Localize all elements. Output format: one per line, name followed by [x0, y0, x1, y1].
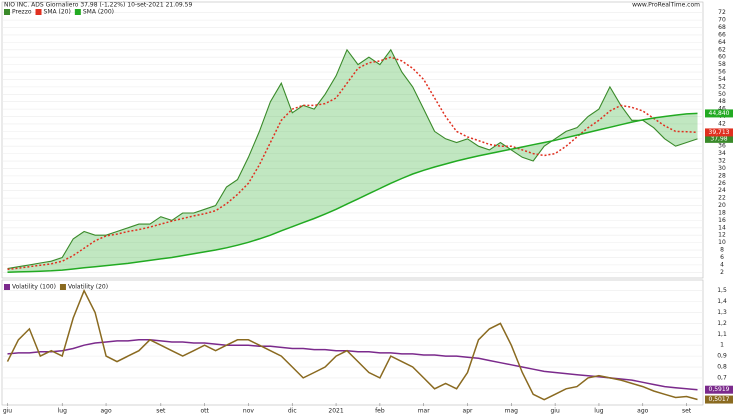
y-tick-label: 52	[718, 83, 726, 90]
series-line	[7, 339, 698, 391]
y-tick-label: 32	[718, 158, 726, 165]
y-tick-label: 68	[718, 24, 726, 31]
volatility-panel	[1, 279, 704, 406]
y-tick-label: 1,4	[717, 298, 727, 305]
y-tick-label: 66	[718, 31, 726, 38]
legend-swatch	[4, 9, 10, 15]
y-tick-label: 54	[718, 76, 726, 83]
legend-label: SMA (20)	[44, 9, 71, 16]
y-tick-label: 62	[718, 46, 726, 53]
y-tick-label: 56	[718, 69, 726, 76]
y-tick-label: 72	[718, 9, 726, 16]
y-tick-label: 22	[718, 195, 726, 202]
y-tick-label: 50	[718, 91, 726, 98]
y-tick-label: 12	[718, 232, 726, 239]
value-label-box	[705, 385, 733, 394]
legend-swatch	[59, 284, 66, 290]
x-tick-label: 2021	[328, 408, 343, 415]
y-tick-label: 1,1	[717, 331, 727, 338]
value-label: 39,713	[709, 129, 730, 136]
x-tick-label: mar	[418, 408, 431, 415]
value-label-box	[705, 134, 733, 143]
y-tick-label: 64	[718, 39, 726, 46]
legend-label: SMA (200)	[83, 9, 114, 16]
series-line	[7, 56, 698, 271]
y-tick-label: 4	[720, 261, 724, 268]
y-tick-label: 1,2	[717, 320, 727, 327]
legend-label: Volatility (100)	[12, 284, 56, 291]
y-tick-label: 30	[718, 165, 726, 172]
y-tick-label: 28	[718, 172, 726, 179]
x-tick-label: set	[156, 408, 166, 415]
y-tick-label: 24	[718, 187, 726, 194]
chart-title: NIO INC. ADS Giornaliero 37,98 (-1,22%) …	[4, 2, 192, 9]
x-tick-label: mag	[505, 408, 519, 415]
value-label: 37,98	[710, 135, 727, 142]
legend-swatch	[74, 9, 81, 15]
y-tick-label: 6	[720, 254, 724, 261]
y-tick-label: 34	[718, 150, 726, 157]
value-label: 0,5017	[709, 396, 730, 403]
y-tick-label: 20	[718, 202, 726, 209]
x-tick-label: nov	[243, 408, 254, 415]
y-tick-label: 60	[718, 54, 726, 61]
y-tick-label: 8	[720, 247, 724, 254]
value-label-box	[705, 128, 733, 137]
series-line	[7, 112, 698, 274]
y-tick-label: 48	[718, 98, 726, 105]
x-tick-label: set	[682, 408, 692, 415]
value-label-box	[705, 109, 733, 118]
x-tick-label: apr	[463, 408, 473, 415]
y-tick-label: 16	[718, 217, 726, 224]
x-tick-label: lug	[58, 408, 67, 415]
legend-label: Volatility (20)	[68, 284, 108, 291]
y-tick-label: 0,9	[717, 353, 727, 360]
value-label-box	[705, 395, 733, 404]
x-tick-label: ago	[637, 408, 648, 415]
area-fill	[7, 49, 698, 273]
y-tick-label: 1	[720, 342, 724, 349]
y-tick-label: 36	[718, 143, 726, 150]
x-tick-label: feb	[375, 408, 385, 415]
legend-swatch	[4, 284, 10, 290]
y-tick-label: 70	[718, 17, 726, 24]
x-tick-label: lug	[594, 408, 603, 415]
y-tick-label: 42	[718, 120, 726, 127]
legend-swatch	[35, 9, 42, 15]
y-tick-label: 1,5	[717, 287, 727, 294]
value-label: 0,5919	[709, 386, 730, 393]
value-label: 44,840	[709, 110, 730, 117]
x-tick-label: ott	[200, 408, 209, 415]
x-tick-label: giu	[550, 408, 559, 415]
x-tick-label: dic	[288, 408, 297, 415]
legend-label: Prezzo	[12, 9, 32, 16]
y-tick-label: 46	[718, 106, 726, 113]
series-line	[7, 48, 698, 270]
y-tick-label: 0,8	[717, 364, 727, 371]
x-tick-label: ago	[100, 408, 111, 415]
y-tick-label: 10	[718, 239, 726, 246]
series-line	[6, 288, 698, 401]
source: www.ProRealTime.com	[632, 2, 700, 9]
y-tick-label: 2	[720, 269, 724, 276]
y-tick-label: 18	[718, 209, 726, 216]
y-tick-label: 26	[718, 180, 726, 187]
y-tick-label: 58	[718, 61, 726, 68]
y-tick-label: 1,3	[717, 309, 727, 316]
x-tick-label: giu	[3, 408, 12, 415]
price-panel	[1, 1, 704, 279]
y-tick-label: 0,7	[717, 374, 727, 381]
y-tick-label: 14	[718, 224, 726, 231]
